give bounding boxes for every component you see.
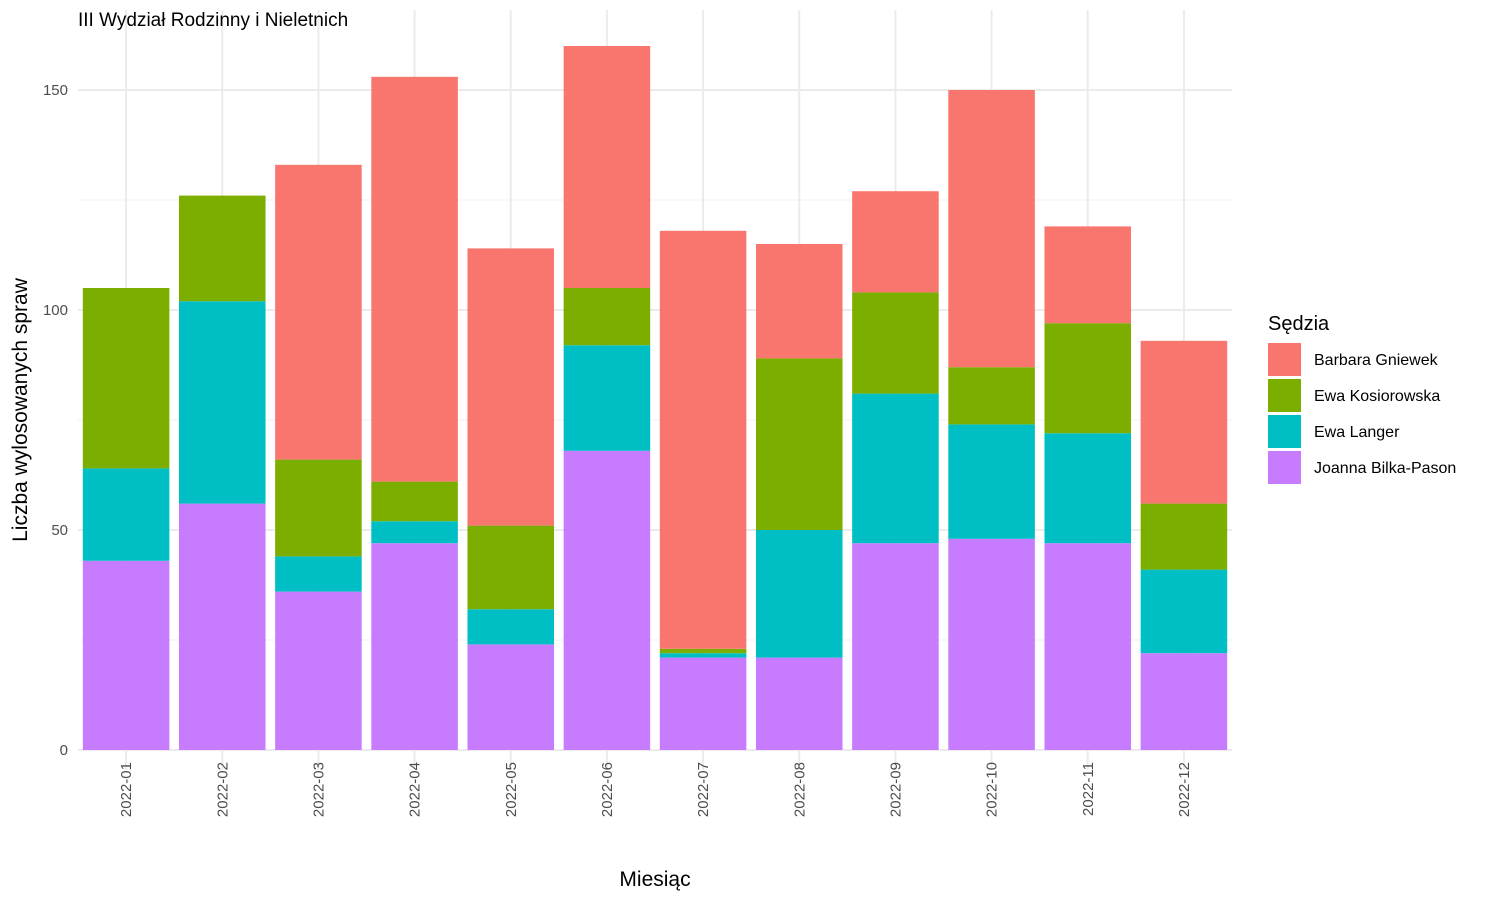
- bar-segment: [659, 648, 747, 654]
- x-tick-label: 2022-07: [695, 762, 712, 817]
- bar-segment: [82, 288, 170, 469]
- bar-segment: [948, 424, 1035, 539]
- legend-label: Barbara Gniewek: [1314, 352, 1439, 369]
- y-axis-title: Liczba wylosowanych spraw: [9, 277, 32, 542]
- x-tick-label: 2022-03: [310, 762, 327, 817]
- bar-segment: [178, 195, 266, 302]
- bar-segment: [467, 248, 555, 526]
- x-axis-title: Miesiąc: [619, 868, 690, 891]
- y-tick-label: 50: [51, 522, 68, 539]
- axis-layer: 0 50 100 150 2022-01 2022-02 2022-03 2022-04 202…: [43, 82, 1193, 817]
- bar-segment: [1140, 503, 1228, 570]
- bar-segment: [659, 653, 747, 658]
- chart-title: III Wydział Rodzinny i Nieletnich: [78, 10, 348, 31]
- legend-label: Ewa Langer: [1314, 424, 1400, 441]
- bar-segment: [1044, 323, 1132, 434]
- bar-segment: [82, 468, 170, 561]
- legend-title: Sędzia: [1268, 313, 1330, 335]
- bar-segment: [563, 46, 651, 288]
- bar-segment: [1140, 653, 1228, 750]
- x-tick-label: 2022-05: [503, 762, 520, 817]
- bar-segment: [1140, 569, 1228, 654]
- bar-segment: [755, 358, 843, 530]
- y-tick-label: 150: [43, 82, 68, 99]
- legend-label: Ewa Kosiorowska: [1314, 388, 1440, 405]
- bar-segment: [275, 459, 362, 557]
- bar-segment: [755, 244, 843, 359]
- bar-segment: [852, 292, 939, 394]
- bar-segment: [275, 591, 362, 750]
- bar-segment: [659, 657, 747, 750]
- x-tick-label: 2022-08: [791, 762, 808, 817]
- y-tick-label: 100: [43, 302, 68, 319]
- bar-segment: [852, 543, 939, 750]
- x-tick-label: 2022-12: [1176, 762, 1193, 817]
- bars-layer: [82, 46, 1228, 750]
- bar-segment: [275, 164, 362, 460]
- bar-segment: [563, 345, 651, 451]
- bar-segment: [659, 230, 747, 649]
- x-tick-label: 2022-02: [214, 762, 231, 817]
- bar-segment: [948, 367, 1035, 425]
- legend-key: [1268, 415, 1301, 448]
- bar-segment: [371, 521, 458, 544]
- bar-segment: [563, 450, 651, 750]
- x-tick-label: 2022-01: [118, 762, 135, 817]
- bar-segment: [178, 503, 266, 750]
- x-tick-label: 2022-10: [984, 762, 1001, 817]
- bar-segment: [371, 76, 458, 482]
- bar-segment: [1140, 340, 1228, 504]
- bar-segment: [948, 538, 1035, 750]
- bar-segment: [755, 657, 843, 750]
- x-tick-label: 2022-09: [887, 762, 904, 817]
- x-tick-label: 2022-04: [407, 762, 424, 817]
- bar-segment: [1044, 543, 1132, 750]
- legend: Sędzia Barbara Gniewek Ewa Kosiorowska Ewa …: [1268, 313, 1456, 484]
- legend-label: Joanna Bilka-Pason: [1314, 460, 1456, 477]
- bar-segment: [467, 644, 555, 750]
- bar-segment: [467, 525, 555, 610]
- bar-segment: [371, 481, 458, 522]
- bar-segment: [178, 301, 266, 504]
- x-tick-label: 2022-11: [1080, 762, 1097, 816]
- bar-segment: [755, 530, 843, 658]
- bar-segment: [82, 560, 170, 750]
- bar-segment: [563, 288, 651, 346]
- x-tick-label: 2022-06: [599, 762, 616, 817]
- y-tick-label: 0: [60, 742, 68, 759]
- legend-key: [1268, 379, 1301, 412]
- bar-segment: [1044, 226, 1132, 324]
- bar-segment: [852, 191, 939, 293]
- bar-segment: [948, 90, 1035, 368]
- bar-segment: [371, 543, 458, 750]
- bar-segment: [1044, 433, 1132, 544]
- bar-segment: [467, 609, 555, 645]
- bar-segment: [852, 393, 939, 544]
- legend-key: [1268, 451, 1301, 484]
- legend-key: [1268, 343, 1301, 376]
- bar-segment: [275, 556, 362, 592]
